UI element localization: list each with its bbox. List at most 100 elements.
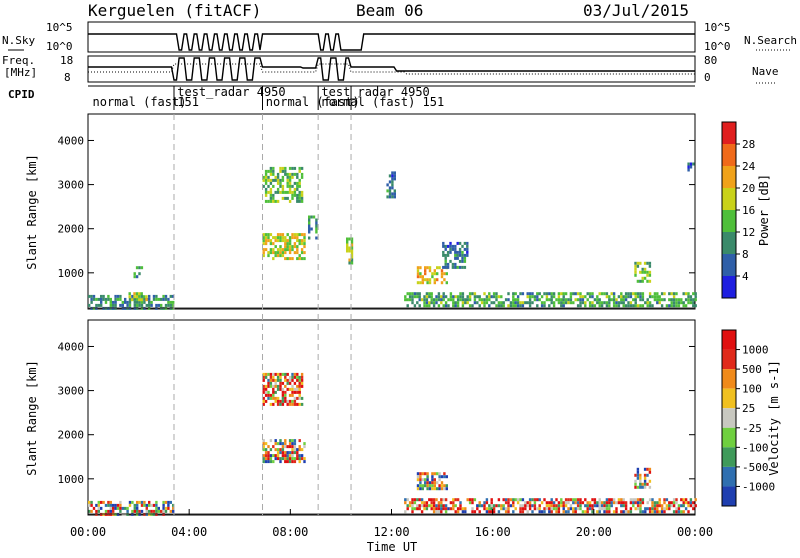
heatmap-cell: [423, 295, 426, 299]
heatmap-cell: [298, 396, 301, 400]
heatmap-cell: [689, 298, 693, 302]
heatmap-cell: [145, 295, 148, 299]
heatmap-cell: [658, 501, 661, 505]
heatmap-cell: [424, 266, 427, 270]
heatmap-cell: [581, 301, 585, 305]
heatmap-cell: [622, 501, 625, 505]
heatmap-cell: [315, 227, 318, 231]
heatmap-cell: [495, 504, 498, 508]
heatmap-cell: [423, 507, 426, 511]
heatmap-cell: [346, 240, 349, 244]
heatmap-cell: [404, 501, 407, 505]
heatmap-cell: [264, 375, 268, 379]
heatmap-cell: [424, 484, 427, 488]
heatmap-cell: [536, 292, 539, 296]
heatmap-cell: [468, 304, 472, 308]
heatmap-cell: [643, 485, 647, 489]
heatmap-cell: [579, 295, 582, 299]
heatmap-cell: [550, 301, 553, 305]
heatmap-cell: [262, 175, 265, 179]
heatmap-cell: [408, 298, 412, 302]
heatmap-cell: [124, 297, 127, 301]
heatmap-cell: [461, 510, 465, 514]
heatmap-cell: [284, 454, 287, 458]
heatmap-cell: [128, 300, 132, 304]
heatmap-cell: [281, 372, 285, 376]
heatmap-cell: [620, 498, 623, 502]
heatmap-cell: [425, 295, 429, 299]
heatmap-cell: [466, 295, 469, 299]
heatmap-cell: [286, 196, 289, 200]
heatmap-cell: [617, 501, 621, 505]
heatmap-cell: [449, 259, 452, 263]
heatmap-cell: [426, 472, 429, 476]
heatmap-cell: [576, 298, 580, 302]
heatmap-cell: [315, 224, 318, 228]
heatmap-cell: [605, 510, 609, 514]
heatmap-cell: [428, 481, 432, 485]
heatmap-cell: [463, 259, 467, 263]
heatmap-cell: [641, 498, 645, 502]
heatmap-cell: [490, 504, 493, 508]
heatmap-cell: [100, 294, 103, 298]
mode-change-markers: [173, 114, 352, 515]
heatmap-cell: [438, 475, 441, 479]
heatmap-cell: [552, 504, 556, 508]
heatmap-cell: [641, 295, 645, 299]
heatmap-cell: [636, 473, 640, 477]
heatmap-cell: [443, 272, 446, 276]
heatmap-cell: [408, 295, 412, 299]
heatmap-cell: [461, 507, 465, 511]
heatmap-cell: [507, 304, 510, 308]
heatmap-cell: [430, 501, 433, 505]
heatmap-cell: [552, 301, 556, 305]
heatmap-cell: [300, 196, 304, 200]
heatmap-cell: [430, 301, 433, 305]
heatmap-cell: [557, 507, 561, 511]
heatmap-cell: [269, 178, 273, 182]
heatmap-cell: [272, 184, 275, 188]
heatmap-cell: [497, 295, 501, 299]
heatmap-cell: [350, 258, 354, 262]
heatmap-cell: [296, 248, 299, 252]
heatmap-cell: [272, 242, 275, 246]
heatmap-cell: [436, 481, 439, 485]
heatmap-cell: [424, 478, 427, 482]
heatmap-cell: [284, 372, 287, 376]
heatmap-cell: [114, 503, 117, 507]
heatmap-cell: [126, 509, 129, 513]
heatmap-cell: [641, 485, 644, 489]
heatmap-cell: [272, 169, 275, 173]
heatmap-cell: [348, 237, 351, 241]
heatmap-cell: [449, 292, 453, 296]
colorbar-tick-label: 28: [742, 138, 755, 151]
heatmap-cell: [471, 510, 474, 514]
heatmap-cell: [425, 504, 429, 508]
heatmap-cell: [437, 507, 441, 511]
heatmap-cell: [436, 472, 439, 476]
heatmap-cell: [128, 303, 132, 307]
heatmap-cell: [298, 402, 301, 406]
heatmap-cell: [440, 498, 443, 502]
heatmap-cell: [286, 172, 289, 176]
heatmap-cell: [293, 402, 297, 406]
heatmap-cell: [459, 292, 462, 296]
heatmap-cell: [346, 246, 349, 250]
heatmap-cell: [504, 507, 508, 511]
heatmap-cell: [264, 442, 268, 446]
heatmap-cell: [452, 498, 455, 502]
heatmap-cell: [612, 498, 616, 502]
heatmap-cell: [694, 295, 697, 299]
heatmap-cell: [269, 457, 273, 461]
heatmap-cell: [495, 304, 498, 308]
heatmap-cell: [675, 501, 678, 505]
heatmap-cell: [432, 301, 436, 305]
heatmap-cell: [442, 244, 445, 248]
heatmap-cell: [591, 304, 594, 308]
heatmap-cell: [272, 402, 275, 406]
heatmap-cell: [648, 498, 652, 502]
heatmap-cell: [600, 504, 604, 508]
heatmap-cell: [459, 504, 462, 508]
heatmap-cell: [514, 292, 517, 296]
heatmap-cell: [293, 460, 297, 464]
